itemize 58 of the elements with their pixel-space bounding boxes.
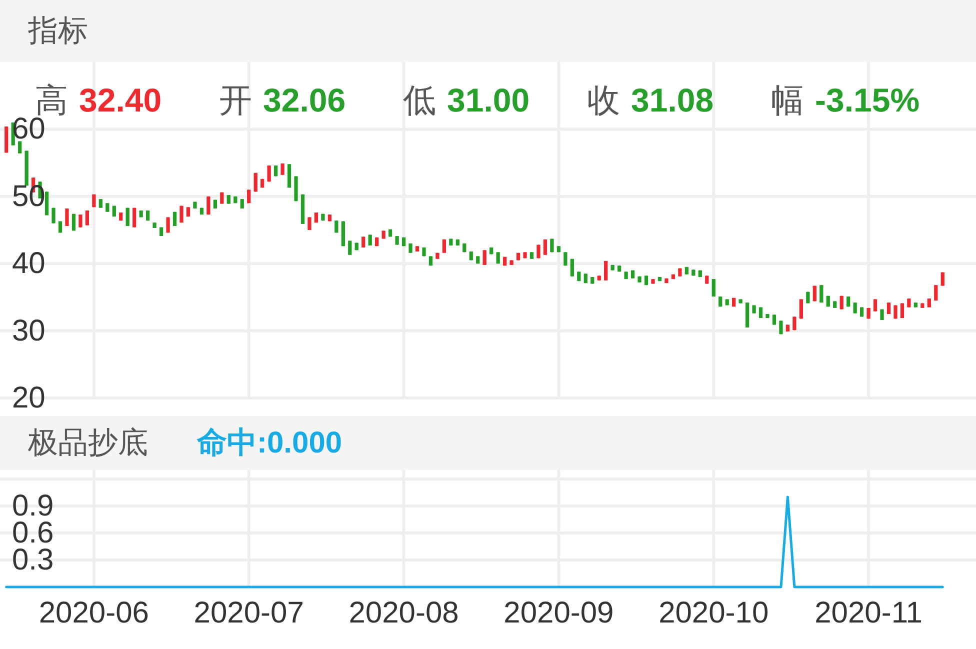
candlestick [442,238,446,254]
y-tick-label: 30 [12,314,46,348]
chart-title: 指标 [27,14,88,48]
candlestick [873,298,878,312]
annotation: 32.40 [79,82,162,118]
candlestick [820,284,824,304]
x-tick-label: 2020-10 [658,596,769,630]
annotation: 高 [35,82,68,118]
annotation: 低 [403,82,436,118]
x-tick-label: 2020-09 [504,596,614,630]
candlestick [792,316,796,331]
candlestick [570,258,574,277]
candlestick [166,216,170,234]
candlestick [172,211,177,226]
candlestick [799,298,803,320]
annotation: 收 [587,82,620,118]
candlestick [132,207,136,228]
annotation: 31.00 [447,82,530,118]
candlestick [712,278,716,298]
candlestick [85,210,90,226]
candlestick [900,302,904,319]
candlestick [240,198,244,209]
candlestick [308,216,312,230]
annotation: 开 [219,82,252,118]
candlestick [362,236,366,248]
candlestick [334,220,338,234]
candlestick [779,320,783,335]
x-tick-label: 2020-07 [194,596,304,630]
candlestick [482,250,486,266]
y-tick-label: 20 [12,382,46,414]
candlestick [44,191,49,216]
candlestick [772,314,776,326]
x-tick-label: 2020-11 [814,596,922,630]
candlestick [78,214,82,228]
candlestick [247,189,251,204]
y-tick-label: 40 [12,247,46,280]
annotation: -3.15% [815,82,920,118]
candlestick [543,238,548,256]
candlestick [550,238,554,253]
candlestick [348,240,352,256]
candlestick [940,272,944,286]
chart-title: 极品抄底 [27,426,148,460]
candlestick [368,234,372,246]
y-tick-label: 50 [12,180,46,213]
x-tick-label: 2020-08 [348,596,459,630]
annotation: 31.08 [631,82,714,118]
candlestick [840,295,844,310]
candlestick [934,284,938,302]
candlestick [126,207,130,226]
annotation: 32.06 [263,82,346,118]
candlestick [564,252,568,266]
annotation: 幅 [771,82,804,118]
candlestick [52,207,56,224]
candlestick [287,164,292,188]
text: 命中:0.000 [196,426,342,460]
x-tick-label: 2020-06 [38,596,149,630]
candlestick [853,302,857,314]
candlestick [604,260,608,281]
